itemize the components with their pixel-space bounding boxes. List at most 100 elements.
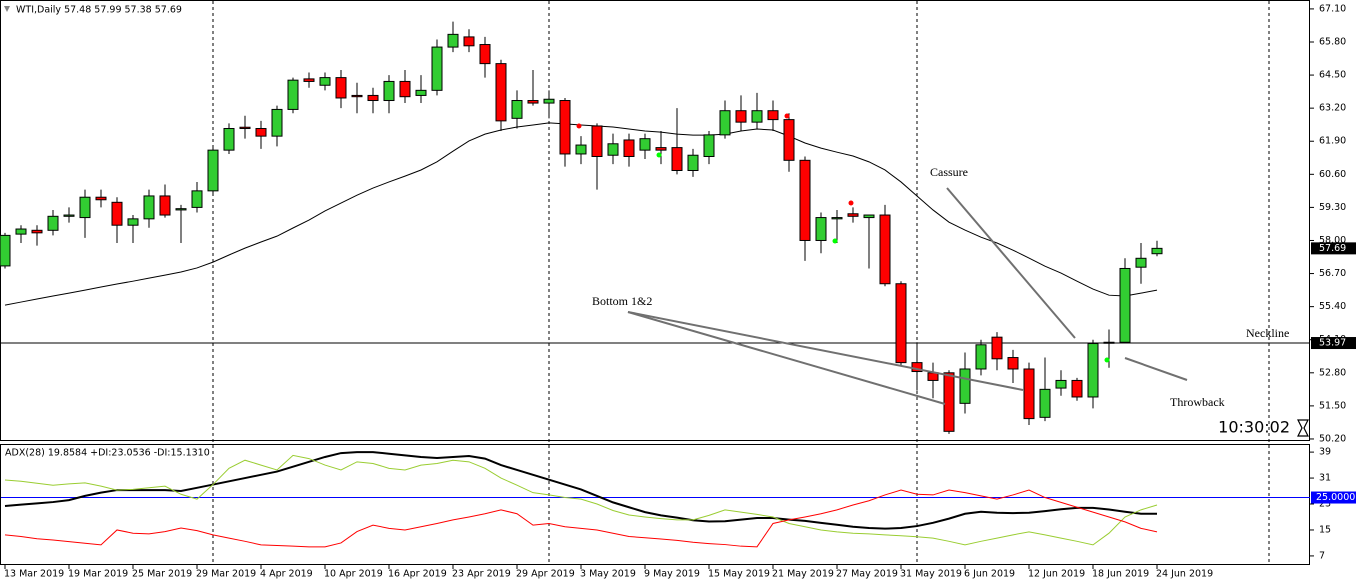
y-tick-label: 64.50: [1319, 70, 1346, 81]
y-tick-label: 60.60: [1319, 169, 1346, 180]
candle-body: [527, 100, 539, 104]
y-tick-label: 67.10: [1319, 3, 1346, 14]
indicator-line: [4, 454, 1158, 546]
y-tick-label: 52.80: [1319, 367, 1346, 378]
candle-body: [879, 214, 891, 285]
x-tick-label: 21 May 2019: [772, 569, 834, 580]
candle-body: [239, 126, 251, 130]
candle-body: [959, 368, 971, 404]
candle-body: [735, 110, 747, 123]
candle-body: [63, 214, 75, 217]
x-tick-label: 29 Apr 2019: [516, 569, 575, 580]
x-tick-label: 18 Jun 2019: [1092, 569, 1149, 580]
y-tick-label: 56.70: [1319, 268, 1346, 279]
y-tick-label: 15: [1319, 524, 1331, 535]
candle-body: [591, 125, 603, 158]
candle-body: [207, 149, 219, 192]
candle-body: [559, 100, 571, 155]
y-tick-label: 65.80: [1319, 36, 1346, 47]
trend-line: [627, 311, 946, 405]
candle-body: [303, 78, 315, 82]
candle-body: [1023, 368, 1035, 420]
candle-body: [271, 108, 283, 137]
x-tick-label: 27 May 2019: [836, 569, 898, 580]
level-box: [1311, 491, 1356, 504]
x-tick-label: 12 Jun 2019: [1028, 569, 1085, 580]
candle-body: [751, 110, 763, 123]
trend-line: [1124, 357, 1188, 381]
candle-body: [415, 89, 427, 96]
candle-body: [287, 79, 299, 110]
y-tick-label: 61.90: [1319, 136, 1346, 147]
candle-body: [255, 128, 267, 137]
candle-body: [687, 154, 699, 171]
y-tick-label: 58.00: [1319, 235, 1346, 246]
candle-body: [1055, 379, 1067, 389]
candle-body: [1039, 388, 1051, 418]
fractal-dot: [576, 123, 582, 129]
candle-body: [15, 228, 27, 235]
y-tick-label: 50.20: [1319, 433, 1346, 444]
annotation: Neckline: [1246, 326, 1289, 340]
candle-body: [927, 372, 939, 381]
x-tick-label: 4 Apr 2019: [260, 569, 313, 580]
candle-body: [127, 218, 139, 226]
trend-lines: [627, 187, 1188, 405]
candle-body: [1119, 267, 1131, 343]
symbol-icon: [4, 6, 10, 12]
candle-body: [335, 77, 347, 99]
candle-body: [383, 80, 395, 102]
neckline-price-box: [1311, 337, 1356, 350]
candle-body: [767, 110, 779, 121]
y-tick-label: 55.40: [1319, 301, 1346, 312]
candle-body: [575, 144, 587, 155]
x-tick-label: 3 May 2019: [580, 569, 636, 580]
last-price-label: 57.69: [1319, 243, 1346, 254]
y-tick-label: 39: [1319, 447, 1331, 458]
candle-body: [815, 217, 827, 241]
last-price-box: [1311, 242, 1356, 255]
x-tick-label: 31 May 2019: [900, 569, 962, 580]
candle-body: [463, 36, 475, 47]
candle-body: [543, 98, 555, 104]
candle-body: [831, 217, 843, 220]
candle-body: [783, 119, 795, 161]
hourglass-icon: [1297, 419, 1309, 437]
adx-header: ADX(28) 19.8584 +DI:23.0536 -DI:15.1310: [5, 448, 210, 459]
candle-body: [863, 214, 875, 219]
candle-body: [159, 195, 171, 216]
candle-body: [1071, 379, 1083, 398]
fractal-dot: [832, 238, 838, 244]
x-tick-label: 29 Mar 2019: [196, 569, 256, 580]
candle-body: [703, 134, 715, 158]
candle-body: [143, 195, 155, 220]
y-tick-label: 7: [1319, 550, 1325, 561]
price-panel-frame: [0, 0, 1310, 441]
candle-body: [351, 94, 363, 98]
candle-body: [623, 139, 635, 158]
candle-body: [895, 283, 907, 364]
annotation: Throwback: [1170, 395, 1225, 409]
y-tick-label: 23: [1319, 499, 1331, 510]
fractal-dots: [576, 113, 1110, 363]
x-tick-label: 25 Mar 2019: [132, 569, 192, 580]
candle-body: [95, 196, 107, 201]
candle-body: [607, 143, 619, 156]
candle-body: [31, 229, 43, 234]
candle-body: [847, 213, 859, 217]
candle-body: [1135, 257, 1147, 268]
x-tick-label: 23 Apr 2019: [452, 569, 511, 580]
adx-panel-frame: [0, 444, 1310, 565]
level-label: 25.0000: [1316, 492, 1355, 503]
candle-body: [1087, 343, 1099, 398]
candle-body: [671, 147, 683, 171]
candle-body: [175, 208, 187, 211]
x-tick-label: 24 Jun 2019: [1156, 569, 1213, 580]
chart-title: WTI,Daily 57.48 57.99 57.38 57.69: [16, 5, 182, 16]
candle-body: [447, 33, 459, 48]
fractal-dot: [784, 113, 790, 119]
y-tick-label: 31: [1319, 473, 1331, 484]
y-tick-label: 59.30: [1319, 202, 1346, 213]
